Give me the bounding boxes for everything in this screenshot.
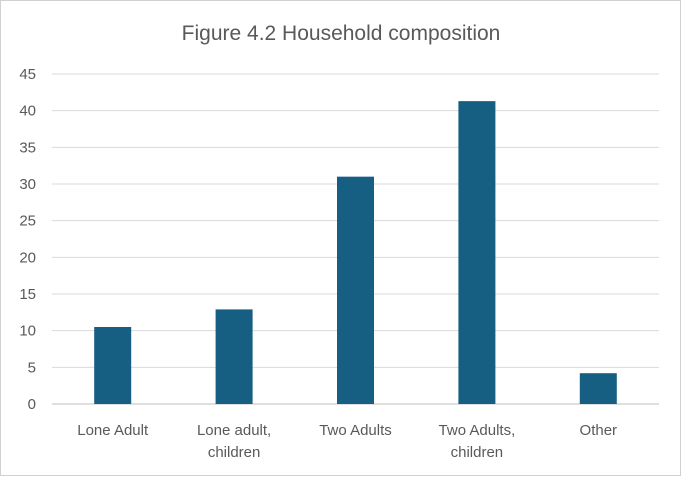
bar (337, 176, 374, 404)
bar (215, 309, 253, 404)
x-category-label-line: Two Adults (319, 422, 392, 439)
x-category-label-line: Two Adults, (439, 422, 516, 439)
x-category-label: Two Adults, children (439, 422, 516, 461)
bar (579, 373, 617, 404)
x-category-label: Lone Adult (77, 422, 149, 439)
y-tick-label: 35 (19, 139, 36, 156)
x-category-label-line: Lone adult, (197, 422, 271, 439)
x-category-label-line: children (451, 444, 504, 461)
y-tick-label: 20 (19, 249, 36, 266)
y-tick-label: 45 (19, 66, 36, 83)
x-axis-labels: Lone Adult Lone adult, children Two Adults T… (77, 422, 617, 461)
x-category-label: Two Adults (319, 422, 392, 439)
bars (94, 101, 617, 404)
y-tick-label: 40 (19, 103, 36, 120)
y-tick-label: 25 (19, 213, 36, 230)
y-axis-ticks: 0 5 10 15 20 25 30 35 40 45 (19, 66, 36, 413)
chart-title: Figure 4.2 Household composition (182, 22, 501, 45)
x-category-label-line: Lone Adult (77, 422, 149, 439)
x-category-label: Other (580, 422, 618, 439)
bar (94, 327, 132, 404)
y-tick-label: 15 (19, 286, 36, 303)
y-tick-label: 5 (28, 359, 36, 376)
bar (458, 101, 496, 404)
x-category-label-line: Other (580, 422, 618, 439)
x-category-label-line: children (208, 444, 261, 461)
x-category-label: Lone adult, children (197, 422, 271, 461)
y-tick-label: 10 (19, 323, 36, 340)
y-tick-label: 30 (19, 176, 36, 193)
y-tick-label: 0 (28, 396, 36, 413)
